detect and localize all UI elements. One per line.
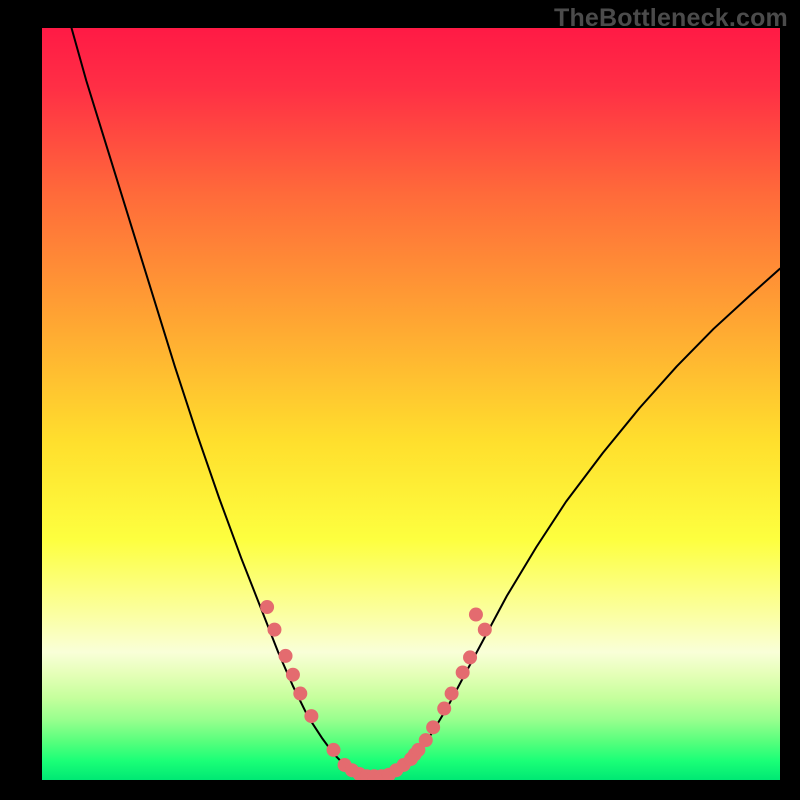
data-point-marker [456, 665, 470, 679]
plot-background-gradient [42, 28, 780, 780]
data-point-marker [293, 687, 307, 701]
data-point-marker [478, 623, 492, 637]
data-point-marker [463, 650, 477, 664]
chart-container: TheBottleneck.com [0, 0, 800, 800]
watermark-text: TheBottleneck.com [554, 4, 788, 33]
data-point-marker [304, 709, 318, 723]
data-point-marker [260, 600, 274, 614]
data-point-marker [279, 649, 293, 663]
data-point-marker [267, 623, 281, 637]
data-point-marker [437, 702, 451, 716]
data-point-marker [286, 668, 300, 682]
data-point-marker [327, 743, 341, 757]
bottleneck-curve-chart [0, 0, 800, 800]
data-point-marker [445, 687, 459, 701]
data-point-marker [426, 720, 440, 734]
data-point-marker [469, 608, 483, 622]
data-point-marker [419, 733, 433, 747]
